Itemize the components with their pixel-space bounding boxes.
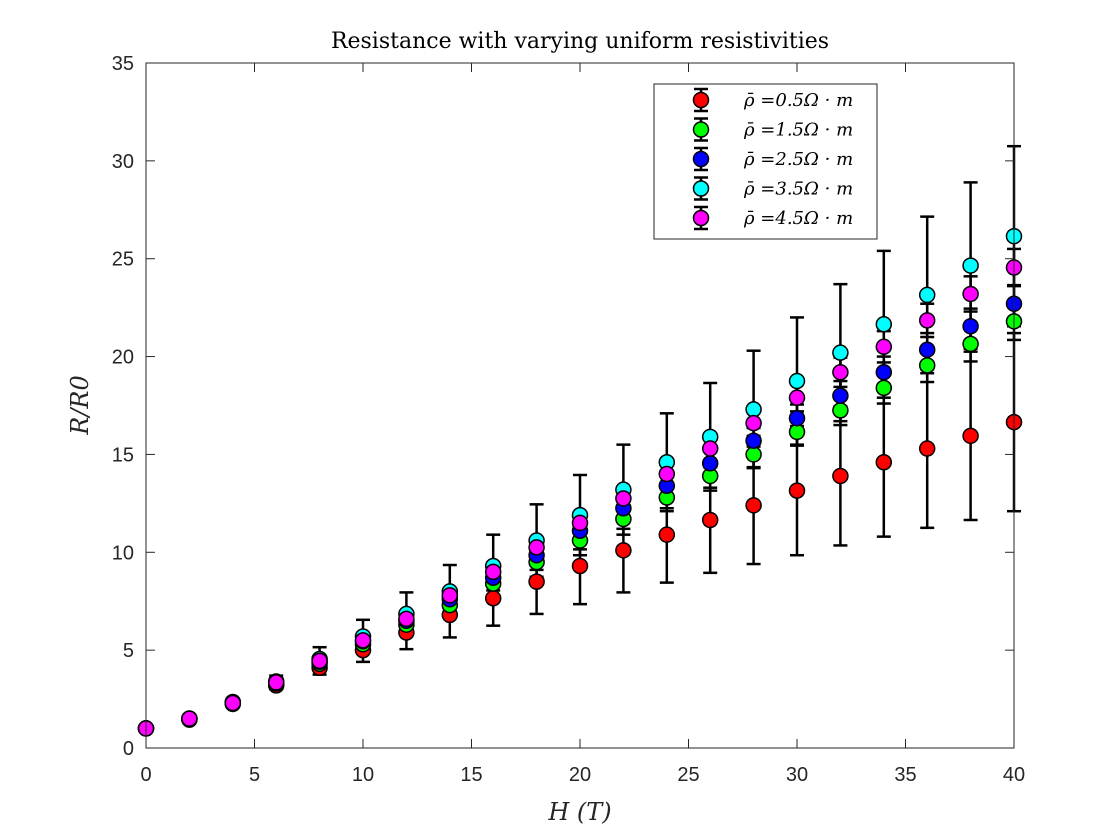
data-point (571, 514, 589, 532)
data-point (962, 335, 979, 353)
data-point (832, 467, 849, 485)
y-tick-label: 20 (112, 347, 134, 369)
x-tick-label: 15 (460, 764, 482, 786)
data-point (918, 286, 936, 304)
data-point (788, 423, 806, 441)
data-point (441, 587, 459, 604)
data-point (398, 610, 415, 628)
data-point (745, 414, 762, 432)
data-point (745, 432, 762, 449)
x-tick-label: 40 (1003, 764, 1025, 786)
data-point (658, 526, 676, 543)
x-axis-label: H (T) (547, 798, 611, 826)
data-point (354, 632, 372, 649)
data-point (745, 401, 762, 418)
data-point (615, 490, 632, 507)
data-point (918, 312, 936, 329)
legend-swatch (692, 209, 710, 227)
data-point (701, 511, 719, 529)
legend-label: ρ̄ =4.5Ω · m (743, 208, 853, 229)
legend-label: ρ̄ =1.5Ω · m (743, 120, 853, 141)
x-tick-label: 0 (140, 764, 151, 786)
data-point (962, 285, 979, 303)
data-point (918, 440, 936, 457)
x-tick-label: 35 (894, 764, 916, 786)
x-tick-label: 30 (786, 764, 808, 786)
data-point (267, 674, 285, 691)
data-point (918, 341, 936, 358)
data-point (832, 387, 849, 404)
data-point (788, 372, 806, 390)
data-point (701, 440, 719, 457)
data-point (571, 557, 589, 575)
data-point (701, 454, 719, 472)
x-tick-label: 25 (677, 764, 699, 786)
data-point (788, 482, 806, 499)
legend-swatch (692, 180, 710, 197)
y-tick-label: 0 (123, 738, 134, 760)
legend-label: ρ̄ =2.5Ω · m (743, 149, 853, 170)
legend-swatch (692, 150, 710, 168)
data-point (875, 363, 893, 381)
legend-swatch (692, 91, 710, 109)
data-point (832, 363, 849, 381)
legend-label: ρ̄ =0.5Ω · m (743, 90, 853, 111)
y-tick-label: 5 (123, 640, 134, 662)
x-tick-label: 5 (249, 764, 260, 786)
data-point (875, 316, 893, 333)
data-point (832, 344, 849, 361)
legend-label: ρ̄ =3.5Ω · m (743, 179, 853, 200)
data-point (788, 409, 806, 427)
chart-title: Resistance with varying uniform resistiv… (331, 29, 829, 54)
legend-box (653, 83, 878, 240)
data-point (484, 590, 502, 607)
legend-item: ρ̄ =1.5Ω · m (692, 117, 853, 142)
legend-item: ρ̄ =3.5Ω · m (692, 176, 853, 201)
data-point (658, 465, 676, 483)
y-tick-label: 15 (112, 444, 134, 466)
data-point (875, 379, 893, 397)
y-tick-label: 25 (112, 249, 134, 271)
data-point (528, 539, 545, 556)
data-point (745, 446, 762, 463)
data-point (918, 357, 936, 374)
y-tick-label: 10 (112, 542, 134, 564)
x-tick-label: 10 (352, 764, 374, 786)
data-point (528, 573, 545, 590)
data-point (875, 454, 893, 471)
data-point (615, 542, 632, 559)
data-point (875, 338, 893, 356)
y-axis-label: R/R0 (66, 375, 94, 436)
data-point (311, 652, 328, 670)
data-markers (137, 227, 1023, 737)
data-point (962, 257, 979, 274)
data-point (745, 497, 762, 514)
y-tick-label: 30 (112, 151, 134, 173)
legend-swatch (692, 121, 710, 138)
data-point (484, 563, 502, 581)
data-point (962, 427, 979, 445)
x-tick-label: 20 (569, 764, 591, 786)
x-axis: 0 5 10 15 20 25 30 35 40 (140, 63, 1025, 786)
legend: ρ̄ =0.5Ω · m ρ̄ =1.5Ω · m ρ̄ =2.5Ω · m ρ̄ =… (653, 83, 878, 240)
data-point (832, 402, 849, 419)
data-point (962, 317, 979, 335)
data-point (224, 694, 242, 712)
y-tick-label: 35 (112, 53, 134, 75)
legend-item: ρ̄ =0.5Ω · m (692, 87, 853, 113)
data-point (181, 710, 198, 727)
data-point (788, 389, 806, 406)
legend-item: ρ̄ =2.5Ω · m (692, 146, 853, 172)
y-axis: 0 5 10 15 20 25 30 35 (112, 53, 1014, 760)
legend-item: ρ̄ =4.5Ω · m (692, 205, 853, 231)
